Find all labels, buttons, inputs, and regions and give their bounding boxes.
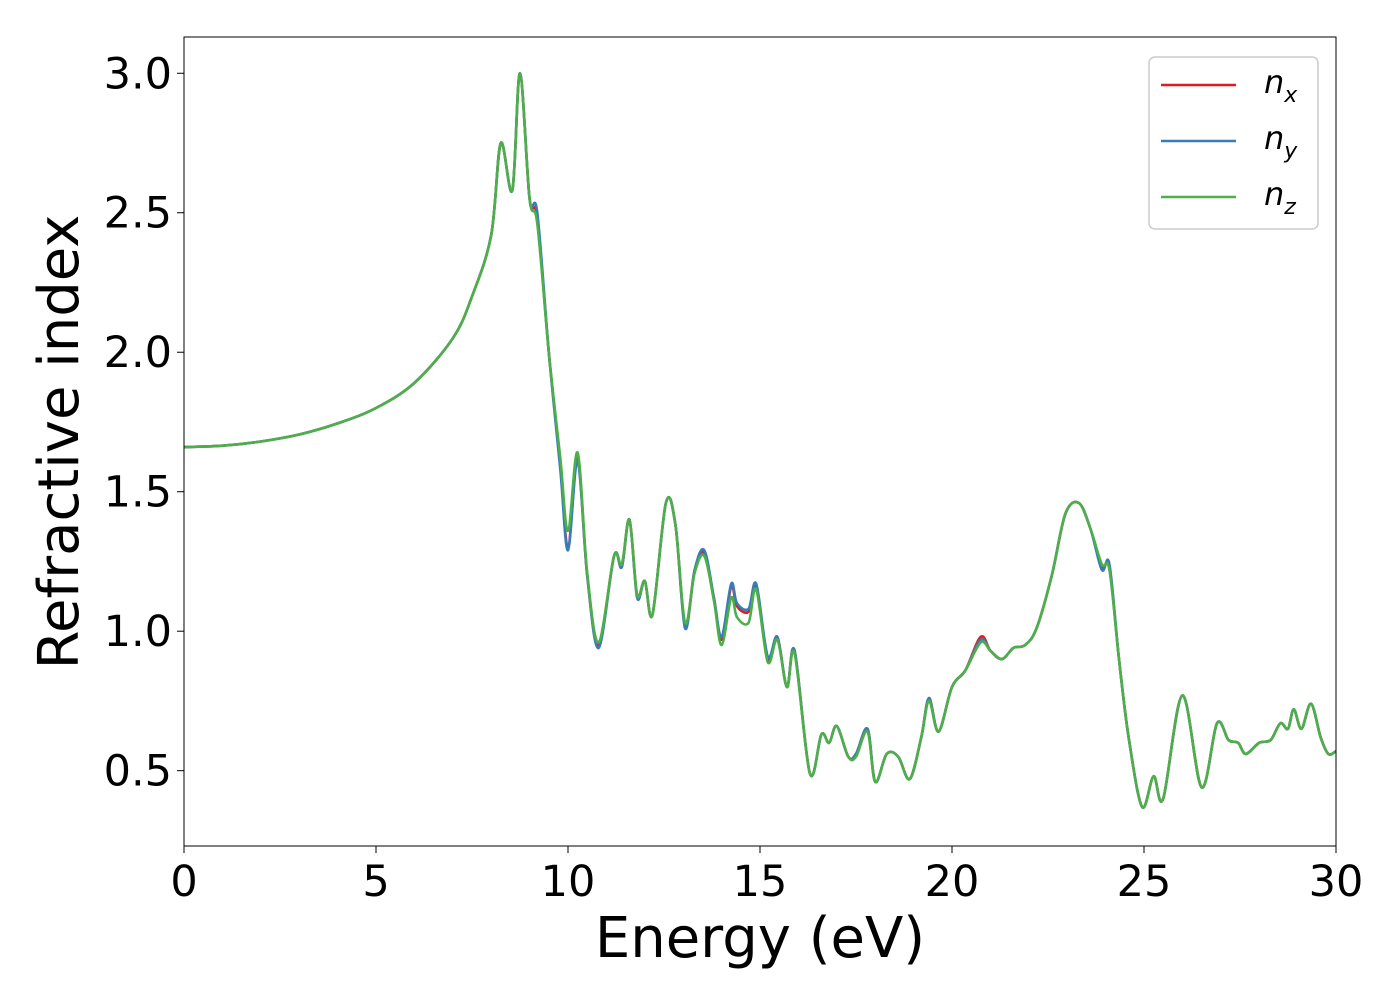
x-tick-label: 20 (925, 857, 980, 907)
x-axis-ticks: 0 5 10 15 20 25 30 (170, 846, 1363, 907)
legend-label-nx: nx (1264, 63, 1298, 108)
x-tick-label: 5 (362, 857, 389, 907)
series-line-nz (184, 71, 1336, 809)
legend-label-nz: nz (1264, 175, 1296, 220)
legend-frame (1148, 56, 1319, 230)
series-layer (184, 71, 1336, 809)
x-tick-label: 25 (1117, 857, 1172, 907)
x-tick-label: 10 (541, 857, 596, 907)
x-tick-label: 15 (733, 857, 788, 907)
plot-area (184, 37, 1336, 846)
x-tick-label: 0 (170, 857, 197, 907)
x-tick-label: 30 (1309, 857, 1364, 907)
y-axis-ticks: 0.5 1.0 1.5 2.0 2.5 3.0 (104, 49, 184, 797)
y-tick-label: 3.0 (104, 49, 172, 99)
plot-background (184, 37, 1336, 846)
legend-label-ny: ny (1264, 119, 1298, 164)
y-tick-label: 1.5 (104, 468, 172, 518)
y-tick-label: 2.0 (104, 328, 172, 378)
y-tick-label: 1.0 (104, 607, 172, 657)
y-tick-label: 0.5 (104, 747, 172, 797)
legend: nx ny nz (1148, 56, 1319, 230)
x-axis-label: Energy (eV) (595, 906, 925, 971)
y-axis-label: Refractive index (27, 215, 92, 670)
y-tick-label: 2.5 (104, 189, 172, 239)
